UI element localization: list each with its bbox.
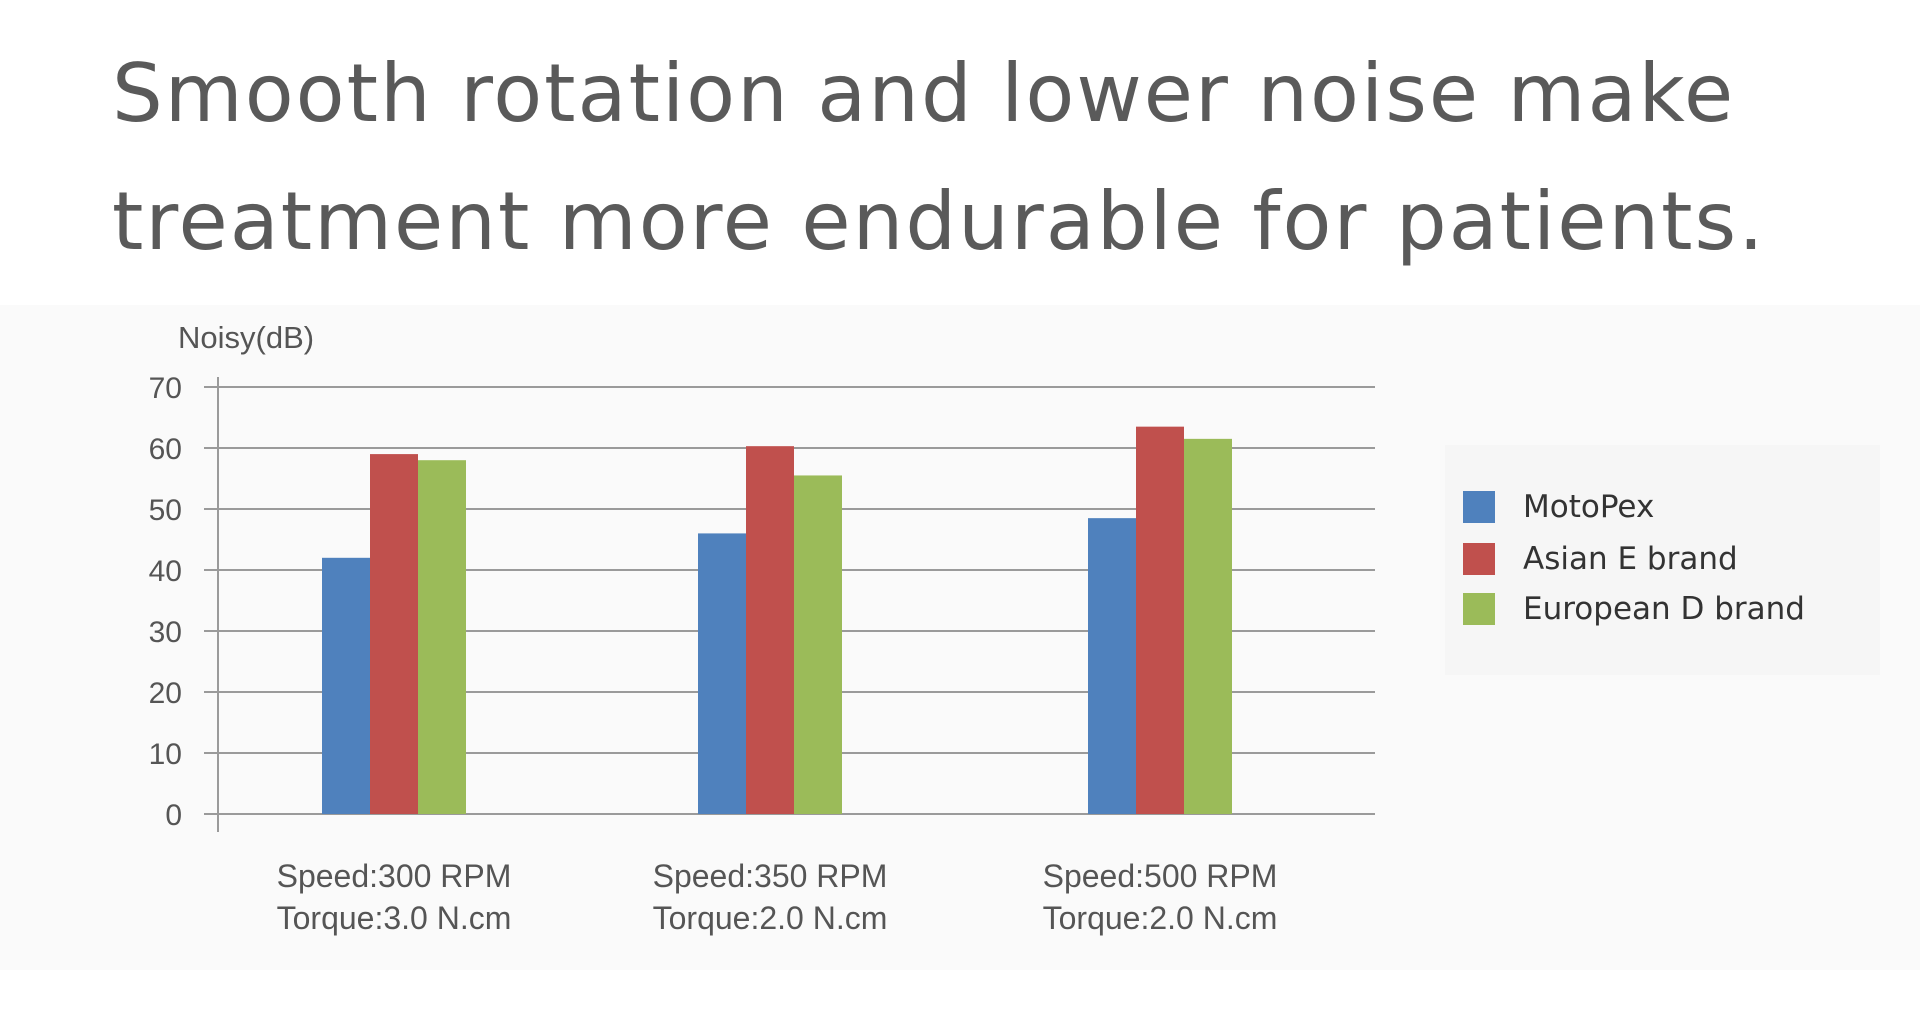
x-category-label-torque-3: Torque:2.0 N.cm — [1043, 900, 1278, 936]
legend-label-motopex: MotoPex — [1523, 489, 1655, 525]
bar-motopex-2 — [698, 533, 746, 814]
bar-european-d-brand-3 — [1184, 438, 1232, 814]
y-tick-label: 40 — [149, 555, 182, 588]
headline-line-1: Smooth rotation and lower noise make — [112, 47, 1736, 140]
x-category-label-torque-1: Torque:3.0 N.cm — [277, 900, 512, 936]
legend-swatch-motopex — [1463, 491, 1495, 523]
y-tick-label: 30 — [149, 616, 182, 649]
legend-label-asian-e-brand: Asian E brand — [1523, 541, 1738, 577]
y-tick-label: 50 — [149, 494, 182, 527]
headline: Smooth rotation and lower noise make tre… — [112, 30, 1766, 286]
x-category-label-speed-3: Speed:500 RPM — [1043, 858, 1278, 894]
bar-motopex-1 — [322, 557, 370, 814]
bar-motopex-3 — [1088, 518, 1136, 814]
y-axis-title: Noisy(dB) — [178, 320, 314, 355]
headline-line-2: treatment more endurable for patients. — [112, 175, 1766, 268]
bottom-strip — [0, 1012, 1920, 1031]
y-tick-label: 60 — [149, 433, 182, 466]
bar-asian-e-brand-2 — [746, 446, 794, 814]
y-tick-label: 10 — [149, 738, 182, 771]
bar-european-d-brand-2 — [794, 475, 842, 814]
legend-item-european-d-brand: European D brand — [1463, 589, 1805, 629]
y-tick-label: 0 — [165, 799, 182, 832]
legend-item-asian-e-brand: Asian E brand — [1463, 539, 1738, 579]
bar-asian-e-brand-1 — [370, 454, 418, 814]
legend-item-motopex: MotoPex — [1463, 487, 1654, 527]
y-tick-label: 20 — [149, 677, 182, 710]
legend-label-european-d-brand: European D brand — [1523, 591, 1805, 627]
bar-asian-e-brand-3 — [1136, 426, 1184, 814]
x-category-label-speed-2: Speed:350 RPM — [653, 858, 888, 894]
chart-legend: MotoPex Asian E brand European D brand — [1445, 445, 1880, 675]
x-category-label-speed-1: Speed:300 RPM — [277, 858, 512, 894]
legend-swatch-european-d-brand — [1463, 593, 1495, 625]
y-tick-label: 70 — [149, 372, 182, 405]
x-category-label-torque-2: Torque:2.0 N.cm — [653, 900, 888, 936]
legend-swatch-asian-e-brand — [1463, 543, 1495, 575]
bar-european-d-brand-1 — [418, 460, 466, 814]
